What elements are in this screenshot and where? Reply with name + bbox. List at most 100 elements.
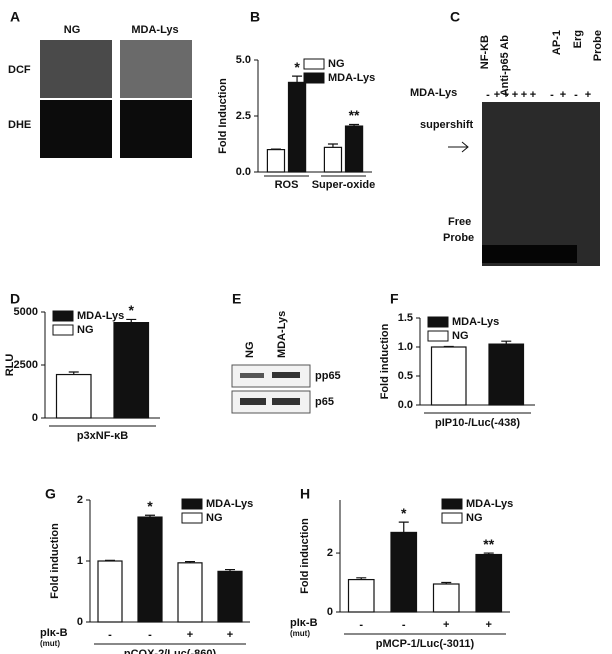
x-tick-label: -: [108, 629, 112, 641]
error-bar: [398, 521, 409, 533]
micrograph: [120, 100, 192, 158]
lane-label: AP-1: [551, 30, 563, 55]
legend-swatch: [427, 330, 449, 342]
bar: [432, 583, 460, 613]
error-bar: [443, 345, 454, 348]
panel-label: D: [10, 291, 20, 307]
error-bar: [349, 123, 360, 127]
legend-label: MDA-Lys: [328, 72, 375, 84]
lane-label: Anti-p65 Ab: [499, 35, 511, 97]
y-axis-label: RLU: [4, 354, 16, 377]
panel-label: H: [300, 486, 310, 502]
lane-sign: +: [494, 89, 500, 101]
lane-label: NF-KB: [479, 35, 491, 69]
error-bar: [145, 514, 155, 518]
band-label: supershift: [420, 119, 474, 131]
x-row-sublabel: (mut): [40, 639, 60, 648]
y-tick-label: 5.0: [236, 54, 251, 66]
x-tick-label: -: [402, 619, 406, 631]
band-label: Probe: [443, 232, 474, 244]
x-tick-label: +: [227, 629, 233, 641]
legend-swatch: [303, 72, 325, 84]
y-axis-label: Fold induction: [379, 323, 391, 399]
column-label: MDA-Lys: [276, 311, 288, 358]
legend-label: MDA-Lys: [77, 310, 124, 322]
lane-sign: +: [521, 89, 527, 101]
y-tick-label: 5000: [14, 306, 38, 318]
error-bar: [356, 577, 367, 580]
annotation: **: [349, 107, 360, 123]
arrow: [448, 141, 469, 153]
bar: [287, 81, 307, 173]
legend-swatch: [427, 316, 449, 328]
error-bar: [225, 568, 235, 572]
lane-sign: -: [486, 89, 490, 101]
y-tick-label: 0.0: [398, 399, 413, 411]
y-tick-label: 0: [327, 606, 333, 618]
y-tick-label: 2: [77, 494, 83, 506]
lane-sign: +: [560, 89, 566, 101]
legend-swatch: [52, 310, 74, 322]
gel: [482, 102, 600, 266]
y-tick-label: 0.0: [236, 166, 251, 178]
legend-label: NG: [452, 330, 469, 342]
blot-band: [240, 398, 266, 405]
blot-band: [240, 373, 264, 378]
panel-label: F: [390, 291, 399, 307]
legend-swatch: [441, 512, 463, 524]
panel-label: E: [232, 291, 241, 307]
bar: [97, 560, 123, 623]
x-axis-label: p3xNF-κB: [77, 430, 128, 442]
column-label: NG: [64, 24, 81, 36]
column-label: MDA-Lys: [131, 24, 178, 36]
error-bar: [126, 318, 137, 323]
bar: [177, 562, 203, 623]
error-bar: [68, 371, 79, 375]
legend-label: NG: [77, 324, 94, 336]
panel-label: G: [45, 486, 56, 502]
error-bar: [292, 75, 303, 83]
lane-label: Erg: [572, 30, 584, 48]
annotation: *: [294, 59, 300, 75]
legend-label: MDA-Lys: [206, 498, 253, 510]
y-axis-label: Fold induction: [49, 523, 61, 599]
band-label: Free: [448, 216, 471, 228]
y-tick-label: 2: [327, 547, 333, 559]
bar: [344, 125, 364, 173]
error-bar: [501, 340, 512, 345]
error-bar: [327, 143, 338, 148]
blot-band: [272, 372, 300, 378]
row-label: DCF: [8, 64, 31, 76]
bar: [55, 373, 92, 419]
annotation: *: [129, 302, 135, 318]
legend-label: NG: [328, 58, 345, 70]
micrograph: [120, 40, 192, 98]
column-label: NG: [244, 342, 256, 359]
lane-sign: +: [503, 89, 509, 101]
x-tick-label: +: [443, 619, 449, 631]
bar: [323, 146, 343, 173]
panel-label: A: [10, 9, 20, 25]
y-axis-label: Fold induction: [299, 518, 311, 594]
bar: [390, 531, 418, 613]
x-axis-label: pCOX-2/Luc(-860): [124, 648, 217, 654]
bar: [217, 570, 243, 623]
x-tick-label: ROS: [275, 179, 299, 191]
micrograph: [40, 100, 112, 158]
bar: [347, 578, 375, 613]
legend-swatch: [52, 324, 74, 336]
legend-label: NG: [206, 512, 223, 524]
error-bar: [105, 559, 115, 561]
y-tick-label: 0: [77, 616, 83, 628]
x-tick-label: -: [359, 619, 363, 631]
y-tick-label: 2.5: [236, 110, 251, 122]
lane-sign: -: [550, 89, 554, 101]
lane-label: Probe: [592, 30, 604, 61]
row-label: DHE: [8, 119, 31, 131]
lane-sign: +: [512, 89, 518, 101]
bar: [113, 322, 150, 419]
row-label: MDA-Lys: [410, 87, 457, 99]
y-axis-label: Fold Induction: [217, 78, 229, 154]
legend-swatch: [181, 512, 203, 524]
